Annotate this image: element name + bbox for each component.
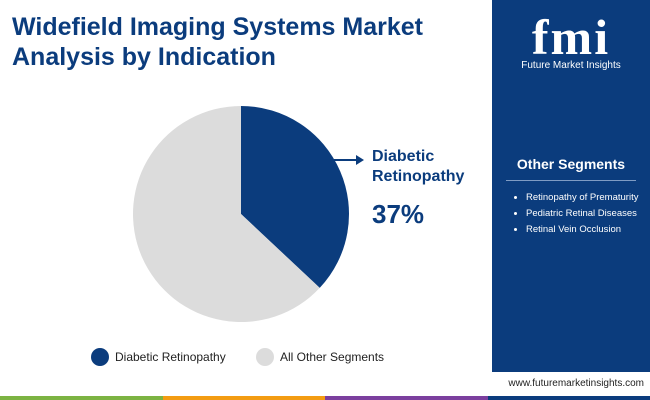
segment-item: Retinopathy of Prematurity (526, 192, 646, 204)
arrow-head (356, 155, 364, 165)
brand: Future Market Insights (521, 60, 621, 71)
legend-label: Diabetic Retinopathy (115, 350, 226, 364)
legend-swatch (256, 348, 274, 366)
legend-label: All Other Segments (280, 350, 384, 364)
legend-swatch (91, 348, 109, 366)
chart-title: Widefield Imaging Systems Market Analysi… (12, 13, 423, 71)
sidebar-heading: Other Segments (516, 156, 626, 172)
segment-item: Retinal Vein Occlusion (526, 224, 646, 236)
callout-label: Diabetic Retinopathy (372, 148, 465, 185)
sidebar: fmi Future Market Insights Other Segment… (492, 0, 650, 372)
logo: fmi (531, 9, 611, 65)
divider (506, 180, 636, 181)
chart: Diabetic Retinopathy 37% Diabetic Retinopat… (91, 106, 465, 366)
segment-list: Retinopathy of Prematurity Pediatric Ret… (512, 192, 646, 240)
data-label: 37% (372, 199, 424, 229)
segment-item: Pediatric Retinal Diseases (526, 208, 646, 220)
color-strip (0, 396, 650, 400)
website: www.futuremarketinsights.com (508, 378, 644, 389)
pie-slice (241, 106, 350, 288)
pie-slice (133, 106, 320, 322)
